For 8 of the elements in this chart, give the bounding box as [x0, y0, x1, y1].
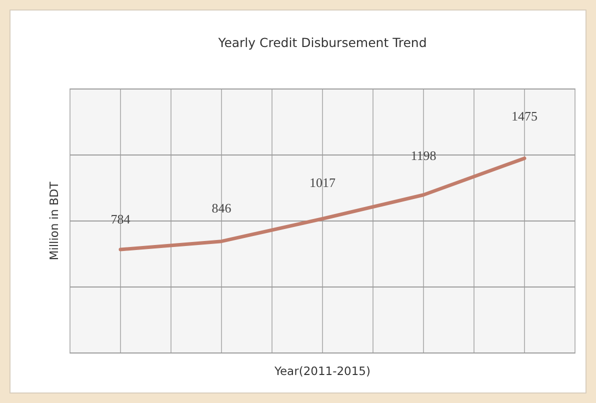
data-label: 784 [110, 212, 131, 227]
data-label: 846 [212, 200, 232, 216]
y-axis-title: Million in BDT [47, 180, 61, 260]
data-label: 1017 [310, 174, 336, 190]
chart-title: Yearly Credit Disbursement Trend [217, 35, 427, 50]
data-label: 1198 [410, 148, 436, 163]
x-axis-title: Year(2011-2015) [273, 364, 371, 378]
data-label: 1475 [512, 108, 538, 124]
